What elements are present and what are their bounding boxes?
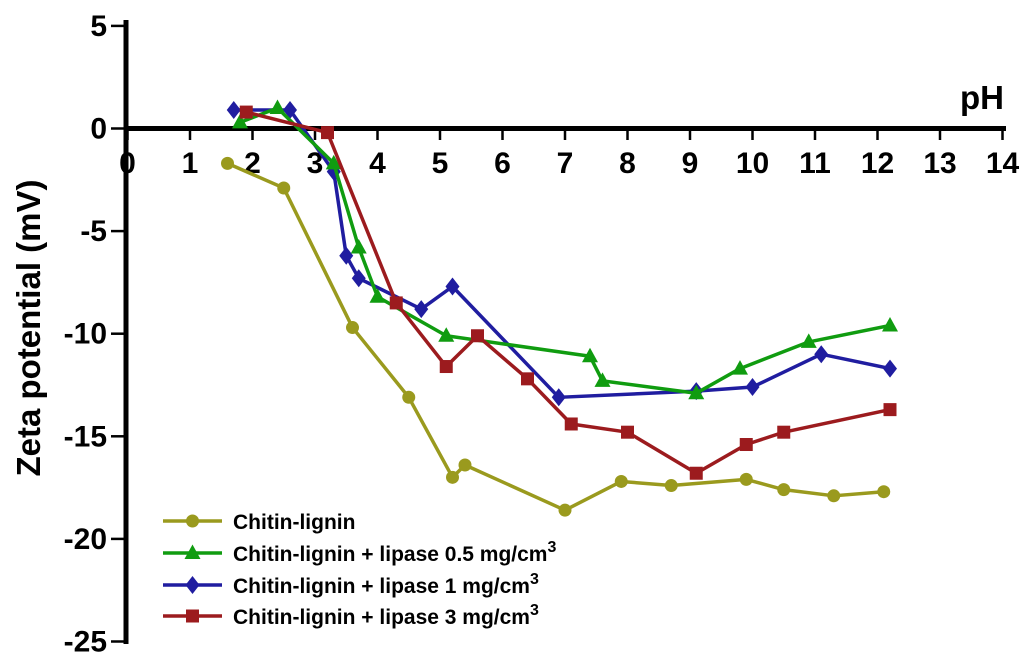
y-tick-label: -10 (64, 318, 107, 351)
circle-marker-icon (558, 503, 572, 517)
diamond-marker-icon (883, 359, 897, 378)
x-tick-label: 13 (923, 147, 956, 180)
x-tick-label: 1 (182, 147, 199, 180)
legend-label: Chitin-lignin (233, 511, 355, 534)
square-marker-icon (621, 425, 634, 439)
triangle-marker-icon (232, 113, 248, 129)
square-marker-icon (739, 438, 753, 452)
series-diamond (226, 101, 897, 407)
square-marker-icon (389, 296, 403, 310)
series-line (225, 161, 886, 512)
x-tick-label: 3 (307, 147, 324, 180)
circle-marker-icon (614, 474, 628, 488)
circle-marker-icon (221, 156, 234, 170)
diamond-marker-icon (226, 101, 241, 120)
triangle-marker-icon (732, 360, 748, 375)
square-marker-icon (883, 403, 897, 417)
square-marker-icon (777, 425, 791, 439)
series-triangle (232, 99, 898, 400)
diamond-marker-icon (351, 269, 366, 288)
legend-label-text: Chitin-lignin (233, 511, 355, 534)
circle-marker-icon (402, 390, 416, 404)
y-tick-label: -20 (64, 523, 107, 556)
square-marker-icon (521, 372, 534, 386)
x-tick-label: 8 (619, 147, 636, 180)
triangle-marker-icon (582, 347, 598, 363)
legend-label-superscript: 3 (547, 539, 556, 556)
x-tick-label: 5 (432, 147, 449, 180)
legend-item: Chitin-lignin + lipase 1 mg/cm3 (163, 571, 539, 598)
diamond-marker-icon (551, 388, 566, 407)
series-square (239, 105, 897, 480)
y-tick-label: -15 (64, 420, 107, 453)
x-tick-label: 9 (682, 147, 699, 180)
diamond-marker-icon (745, 378, 760, 397)
legend-label-superscript: 3 (530, 602, 539, 619)
triangle-marker-icon (438, 327, 455, 342)
circle-marker-icon (664, 479, 678, 493)
legend-label-superscript: 3 (530, 571, 539, 588)
triangle-marker-icon (350, 239, 367, 254)
square-marker-icon (564, 417, 578, 431)
x-tick-label: 11 (799, 147, 831, 180)
circle-marker-icon (827, 489, 841, 503)
circle-marker-icon (458, 458, 472, 472)
legend-label: Chitin-lignin + lipase 0.5 mg/cm3 (233, 539, 556, 566)
x-tick-label: 12 (861, 147, 894, 180)
circle-marker-icon (346, 321, 359, 335)
triangle-marker-icon (594, 372, 611, 387)
diamond-marker-icon (185, 576, 200, 594)
circle-marker-icon (877, 485, 891, 499)
x-tick-label: 4 (369, 147, 386, 180)
x-tick-label: 7 (557, 147, 574, 180)
y-tick-label: 0 (90, 113, 107, 146)
legend-label-text: Chitin-lignin + lipase 0.5 mg/cm (233, 543, 547, 566)
circle-marker-icon (739, 472, 753, 486)
legend-label-text: Chitin-lignin + lipase 3 mg/cm (233, 606, 530, 629)
triangle-marker-icon (882, 316, 898, 332)
square-marker-icon (186, 609, 199, 623)
series-line (232, 108, 892, 400)
y-tick-label: -5 (80, 215, 107, 248)
circle-marker-icon (777, 483, 791, 497)
legend: Chitin-lignin Chitin-lignin + lipase 0.5 … (163, 511, 556, 629)
triangle-marker-icon (184, 544, 201, 559)
series-line (238, 106, 892, 395)
y-axis-title: Zeta potential (mV) (10, 179, 47, 476)
square-marker-icon (689, 466, 703, 480)
series-circle (221, 156, 891, 517)
x-axis-title: pH (960, 79, 1004, 116)
square-marker-icon (239, 105, 253, 119)
y-tick-label: -25 (64, 626, 107, 659)
x-tick-label: 14 (986, 147, 1020, 180)
circle-marker-icon (446, 470, 459, 484)
legend-label-text: Chitin-lignin + lipase 1 mg/cm (233, 575, 530, 598)
square-marker-icon (471, 329, 484, 343)
x-tick-label: 10 (736, 147, 769, 180)
legend-item: Chitin-lignin + lipase 3 mg/cm3 (163, 602, 539, 629)
legend-item: Chitin-lignin (163, 511, 355, 534)
circle-marker-icon (277, 181, 291, 195)
triangle-marker-icon (800, 333, 817, 348)
triangle-marker-icon (325, 154, 342, 170)
triangle-marker-icon (369, 288, 386, 303)
square-marker-icon (439, 360, 453, 374)
x-tick-label: 0 (119, 147, 136, 180)
legend-item: Chitin-lignin + lipase 0.5 mg/cm3 (163, 539, 556, 566)
square-marker-icon (321, 126, 334, 140)
diamond-marker-icon (814, 345, 829, 364)
diamond-marker-icon (445, 277, 460, 296)
y-tick-label: 5 (90, 10, 107, 43)
diamond-marker-icon (339, 246, 354, 265)
legend-label: Chitin-lignin + lipase 3 mg/cm3 (233, 602, 539, 629)
circle-marker-icon (186, 514, 199, 528)
triangle-marker-icon (269, 99, 286, 114)
diamond-marker-icon (414, 300, 429, 319)
legend-label: Chitin-lignin + lipase 1 mg/cm3 (233, 571, 539, 598)
triangle-marker-icon (688, 384, 705, 400)
x-tick-label: 6 (494, 147, 511, 180)
